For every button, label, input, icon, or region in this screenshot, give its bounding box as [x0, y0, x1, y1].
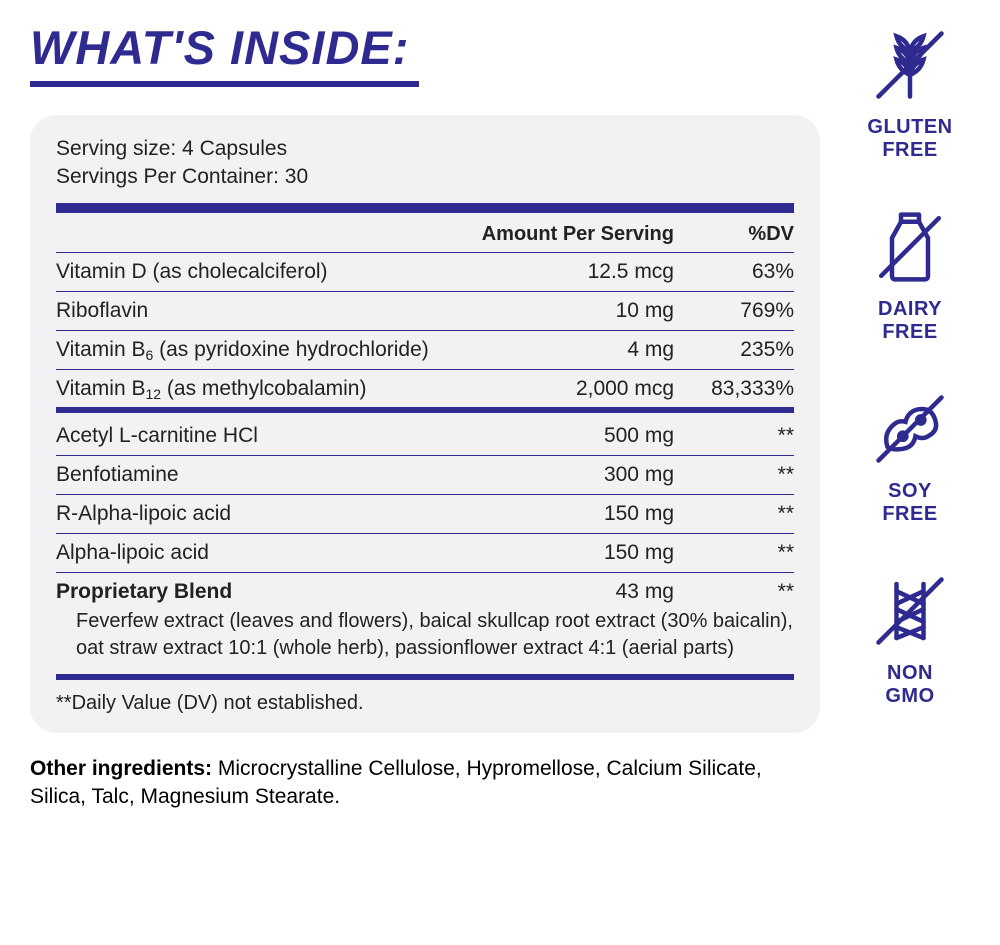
nutrition-panel: Serving size: 4 Capsules Servings Per Co…	[30, 115, 820, 733]
blend-amount: 43 mg	[464, 580, 674, 604]
table-row: Vitamin D (as cholecalciferol)12.5 mcg63…	[56, 253, 794, 292]
non-gmo-label: NONGMO	[885, 662, 934, 708]
blend-detail: Feverfew extract (leaves and flowers), b…	[56, 606, 794, 670]
table-row: Vitamin B6 (as pyridoxine hydrochloride)…	[56, 331, 794, 370]
non-gmo-badge: NONGMO	[865, 566, 955, 708]
soy-free-badge: SOYFREE	[865, 384, 955, 526]
table-row: Alpha-lipoic acid150 mg**	[56, 534, 794, 573]
gluten-free-badge: GLUTENFREE	[865, 20, 955, 162]
ingredient-amount: 500 mg	[464, 424, 674, 448]
ingredient-name: Riboflavin	[56, 299, 464, 323]
ingredient-name: Vitamin B6 (as pyridoxine hydrochloride)	[56, 338, 464, 362]
ingredient-amount: 150 mg	[464, 541, 674, 565]
table-row: Riboflavin10 mg769%	[56, 292, 794, 331]
ingredient-name: Vitamin B12 (as methylcobalamin)	[56, 377, 464, 401]
ingredient-amount: 300 mg	[464, 463, 674, 487]
ingredient-dv: **	[674, 424, 794, 448]
table-row: Acetyl L-carnitine HCl500 mg**	[56, 417, 794, 456]
header-dv: %DV	[674, 223, 794, 246]
header-amount: Amount Per Serving	[464, 223, 674, 246]
ingredient-amount: 12.5 mcg	[464, 260, 674, 284]
blend-dv: **	[674, 580, 794, 604]
table-header-row: Amount Per Serving %DV	[56, 219, 794, 253]
gluten-free-icon	[865, 20, 955, 110]
non-gmo-icon	[865, 566, 955, 656]
header-name	[56, 223, 464, 246]
other-ingredients-label: Other ingredients:	[30, 757, 212, 780]
ingredient-amount: 4 mg	[464, 338, 674, 362]
main-column: WHAT'S INSIDE: Serving size: 4 Capsules …	[30, 20, 820, 925]
ingredient-name: R-Alpha-lipoic acid	[56, 502, 464, 526]
dairy-free-label: DAIRYFREE	[878, 298, 942, 344]
serving-size: Serving size: 4 Capsules	[56, 137, 794, 161]
soy-free-label: SOYFREE	[882, 480, 937, 526]
page-title: WHAT'S INSIDE:	[30, 20, 419, 87]
ingredient-dv: 63%	[674, 260, 794, 284]
proprietary-blend-row: Proprietary Blend 43 mg **	[56, 573, 794, 606]
dv-footnote: **Daily Value (DV) not established.	[56, 684, 794, 715]
rule-med-2	[56, 674, 794, 680]
table-row: Benfotiamine300 mg**	[56, 456, 794, 495]
vitamins-section: Vitamin D (as cholecalciferol)12.5 mcg63…	[56, 253, 794, 403]
ingredient-dv: 83,333%	[674, 377, 794, 401]
ingredient-dv: **	[674, 541, 794, 565]
gluten-free-label: GLUTENFREE	[867, 116, 952, 162]
ingredient-dv: **	[674, 502, 794, 526]
other-ingredients: Other ingredients: Microcrystalline Cell…	[30, 755, 820, 812]
table-row: Vitamin B12 (as methylcobalamin)2,000 mc…	[56, 370, 794, 403]
table-row: R-Alpha-lipoic acid150 mg**	[56, 495, 794, 534]
soy-free-icon	[865, 384, 955, 474]
dairy-free-icon	[865, 202, 955, 292]
rule-thick-1	[56, 203, 794, 213]
ingredient-name: Alpha-lipoic acid	[56, 541, 464, 565]
ingredient-dv: **	[674, 463, 794, 487]
ingredient-amount: 150 mg	[464, 502, 674, 526]
dairy-free-badge: DAIRYFREE	[865, 202, 955, 344]
rule-med-1	[56, 407, 794, 413]
ingredient-name: Acetyl L-carnitine HCl	[56, 424, 464, 448]
ingredient-dv: 769%	[674, 299, 794, 323]
supplements-section: Acetyl L-carnitine HCl500 mg**Benfotiami…	[56, 417, 794, 573]
ingredient-name: Vitamin D (as cholecalciferol)	[56, 260, 464, 284]
badges-column: GLUTENFREE DAIRYFREE SOYFREE	[820, 20, 980, 925]
ingredient-amount: 10 mg	[464, 299, 674, 323]
ingredient-dv: 235%	[674, 338, 794, 362]
ingredient-amount: 2,000 mcg	[464, 377, 674, 401]
ingredient-name: Benfotiamine	[56, 463, 464, 487]
blend-name: Proprietary Blend	[56, 580, 464, 604]
servings-per-container: Servings Per Container: 30	[56, 165, 794, 189]
